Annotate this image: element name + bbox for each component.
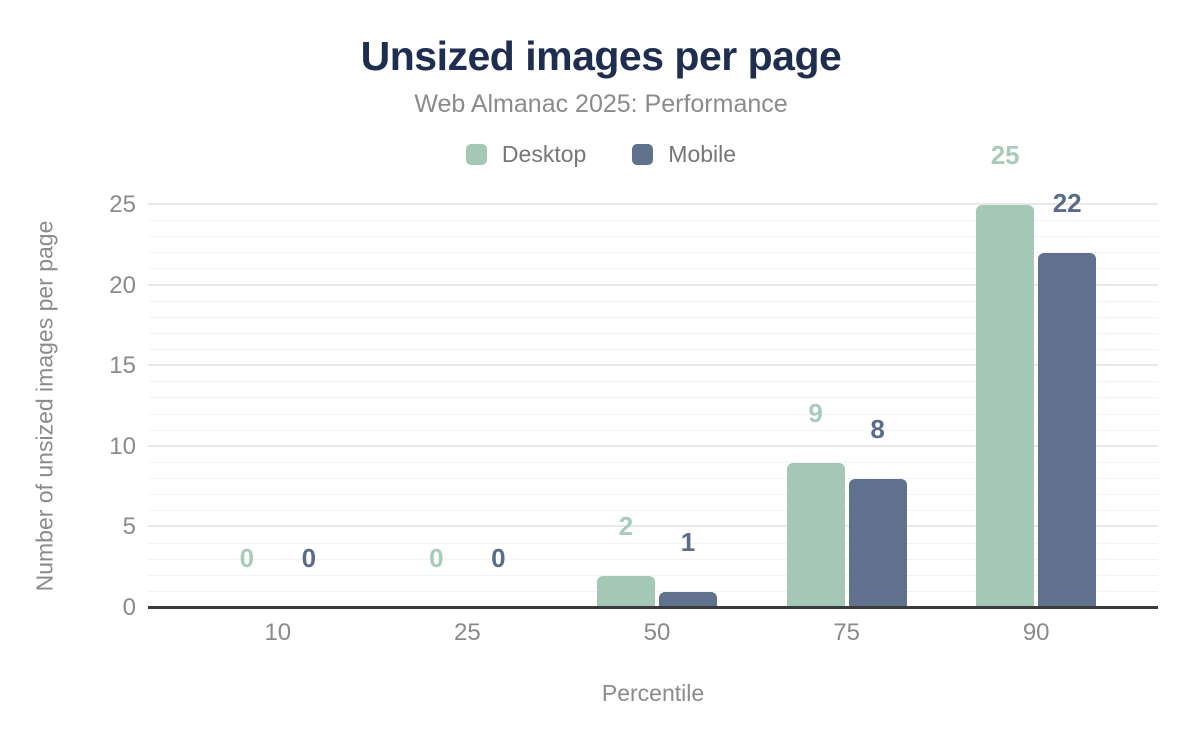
legend: Desktop Mobile: [0, 141, 1202, 168]
major-gridline: [148, 283, 1158, 286]
category-band: 0 0 25: [373, 205, 563, 646]
bar-desktop: [976, 205, 1035, 608]
minor-gridline: [148, 236, 1158, 238]
minor-gridline: [148, 558, 1158, 560]
minor-gridline: [148, 494, 1158, 496]
bar-mobile: [658, 591, 717, 608]
category-band: 2 1 50: [562, 205, 752, 646]
x-tick-label: 10: [264, 619, 292, 646]
bar-value-label: 8: [870, 414, 885, 445]
major-gridline: [148, 364, 1158, 367]
legend-item: Desktop: [465, 141, 587, 168]
y-tick-label: 20: [109, 271, 136, 299]
minor-gridline: [148, 397, 1158, 399]
bar-value-label: 22: [1052, 188, 1082, 219]
bar-value-label: 0: [429, 543, 444, 573]
bar-value-label: 0: [491, 543, 506, 573]
minor-gridline: [148, 300, 1158, 302]
minor-gridline: [148, 478, 1158, 480]
chart-title: Unsized images per page: [360, 33, 842, 79]
minor-gridline: [148, 349, 1158, 351]
minor-gridline: [148, 316, 1158, 318]
bar-value-label: 0: [301, 543, 317, 573]
legend-label: Mobile: [668, 141, 737, 167]
bar-mobile: [1038, 253, 1097, 608]
legend-item: Mobile: [632, 141, 736, 168]
minor-gridline: [148, 381, 1158, 383]
minor-gridline: [148, 413, 1158, 415]
x-tick-label: 90: [1022, 619, 1050, 646]
category-band: 25 22 90: [941, 142, 1131, 646]
plot-area: 0 5 10 15 20 25 0 0 10 0 0 25 2 1 50 9 8 75 25 22 90: [109, 142, 1158, 646]
bar-value-label: 2: [618, 510, 634, 541]
legend-label: Desktop: [501, 141, 587, 167]
y-axis-title: Number of unsized images per page: [31, 220, 58, 592]
y-tick-label: 15: [109, 352, 136, 380]
bar-value-label: 1: [680, 526, 696, 557]
bar-value-label: 0: [239, 543, 255, 573]
y-tick-label: 0: [122, 594, 136, 621]
category-band: 9 8 75: [752, 205, 942, 646]
minor-gridline: [148, 220, 1158, 222]
x-tick-label: 25: [454, 619, 481, 646]
bar-value-label: 9: [808, 397, 823, 428]
y-tick-label: 5: [122, 513, 136, 541]
bar-value-label: 25: [990, 140, 1020, 170]
category-band: 0 0 10: [183, 205, 373, 646]
legend-swatch: [632, 144, 654, 165]
minor-gridline: [148, 574, 1158, 576]
minor-gridline: [148, 461, 1158, 463]
major-gridline: [148, 203, 1158, 205]
minor-gridline: [148, 252, 1158, 254]
chart-subtitle: Web Almanac 2025: Performance: [414, 90, 788, 118]
bar-desktop: [596, 575, 655, 608]
legend-swatch: [465, 144, 487, 165]
x-axis-line: [148, 606, 1158, 609]
x-tick-label: 50: [643, 619, 671, 646]
bar-groups: 0 0 10 0 0 25 2 1 50 9 8 75 25 22 90: [183, 142, 1131, 646]
minor-gridline: [148, 429, 1158, 431]
major-gridline: [148, 525, 1158, 528]
major-gridline: [148, 444, 1158, 447]
x-tick-label: 75: [833, 619, 860, 646]
x-axis-title: Percentile: [601, 680, 705, 706]
bar-desktop: [786, 462, 845, 608]
minor-gridline: [148, 542, 1158, 544]
y-tick-label: 10: [109, 432, 136, 460]
minor-gridline: [148, 510, 1158, 512]
minor-gridline: [148, 332, 1158, 334]
y-tick-label: 25: [109, 191, 136, 218]
minor-gridline: [148, 268, 1158, 270]
bar-mobile: [848, 479, 907, 608]
